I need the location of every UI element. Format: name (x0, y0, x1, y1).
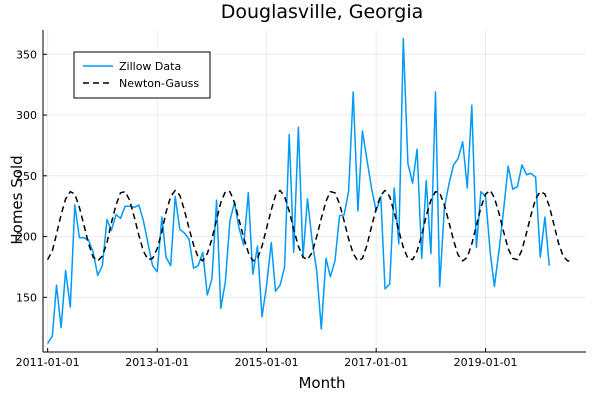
x-tick-labels: 2011-01-01 2013-01-01 2015-01-01 2017-01-01… (16, 356, 518, 369)
axes (42, 30, 586, 353)
x-tick-label: 2013-01-01 (125, 356, 189, 369)
legend-box (73, 51, 211, 99)
series-lines (46, 37, 573, 344)
legend: Zillow Data Newton-Gauss (73, 51, 211, 99)
chart-title: Douglasville, Georgia (221, 1, 424, 23)
x-axis-title: Month (298, 374, 345, 392)
x-tick-label: 2011-01-01 (16, 356, 80, 369)
y-tick-label: 150 (16, 291, 37, 304)
y-axis-title: Homes Sold (8, 155, 26, 244)
y-tick-labels: 150 200 250 300 350 (16, 48, 37, 304)
x-tick-label: 2015-01-01 (235, 356, 299, 369)
x-tick-label: 2017-01-01 (344, 356, 408, 369)
grid (43, 30, 586, 352)
y-tick-label: 250 (16, 170, 37, 183)
legend-label-newton-gauss: Newton-Gauss (119, 77, 199, 90)
y-tick-label: 200 (16, 231, 37, 244)
series-line-newton-gauss (46, 189, 573, 262)
x-tick-label: 2019-01-01 (454, 356, 518, 369)
y-tick-label: 350 (16, 48, 37, 61)
legend-label-zillow-data: Zillow Data (119, 60, 181, 73)
y-tick-label: 300 (16, 109, 37, 122)
